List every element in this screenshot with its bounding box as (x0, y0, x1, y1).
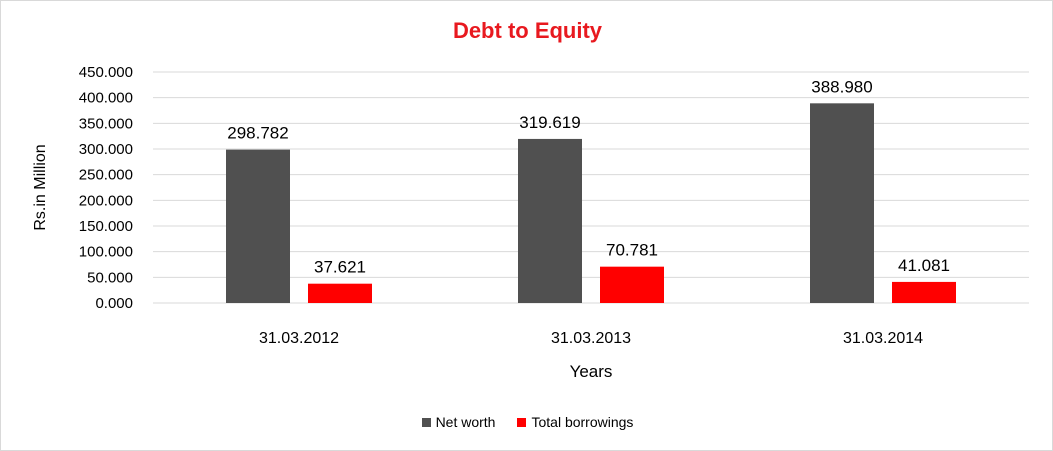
legend-item-total-borrowings: Total borrowings (517, 414, 633, 430)
legend-item-net-worth: Net worth (421, 414, 496, 430)
bar-net-worth (810, 103, 874, 303)
bar-total-borrowings (892, 281, 956, 303)
x-axis-title: Years (570, 362, 613, 381)
chart-legend: Net worth Total borrowings (1, 414, 1053, 430)
y-tick-label: 300.000 (79, 141, 133, 158)
data-label-total-borrowings: 41.081 (898, 256, 950, 275)
bar-total-borrowings (600, 266, 664, 303)
y-tick-label: 50.000 (87, 269, 133, 286)
data-label-total-borrowings: 37.621 (314, 258, 366, 277)
legend-label-total-borrowings: Total borrowings (531, 414, 634, 430)
y-tick-label: 200.000 (79, 192, 133, 209)
chart-title: Debt to Equity (452, 18, 603, 43)
x-tick-label: 31.03.2013 (551, 330, 631, 347)
data-label-net-worth: 319.619 (519, 113, 580, 132)
bar-net-worth (226, 149, 290, 303)
legend-swatch-total-borrowings (517, 417, 527, 427)
y-tick-label: 450.000 (79, 64, 133, 81)
y-tick-label: 250.000 (79, 167, 133, 184)
bar-chart: 0.000 50.000 100.000 150.000 200.000 250.000 3… (32, 64, 1029, 381)
legend-swatch-net-worth (421, 417, 431, 427)
data-label-net-worth: 388.980 (811, 77, 872, 96)
y-tick-label: 150.000 (79, 218, 133, 235)
data-label-total-borrowings: 70.781 (606, 241, 658, 260)
data-label-net-worth: 298.782 (227, 124, 288, 143)
bar-total-borrowings (308, 283, 372, 303)
y-tick-label: 100.000 (79, 244, 133, 261)
bar-net-worth (518, 138, 582, 303)
y-tick-label: 400.000 (79, 90, 133, 107)
y-tick-label: 0.000 (95, 295, 133, 312)
y-tick-label: 350.000 (79, 115, 133, 132)
legend-label-net-worth: Net worth (435, 414, 496, 430)
x-tick-label: 31.03.2014 (843, 330, 923, 347)
y-axis-title: Rs.in Million (32, 144, 49, 230)
x-tick-label: 31.03.2012 (259, 330, 339, 347)
